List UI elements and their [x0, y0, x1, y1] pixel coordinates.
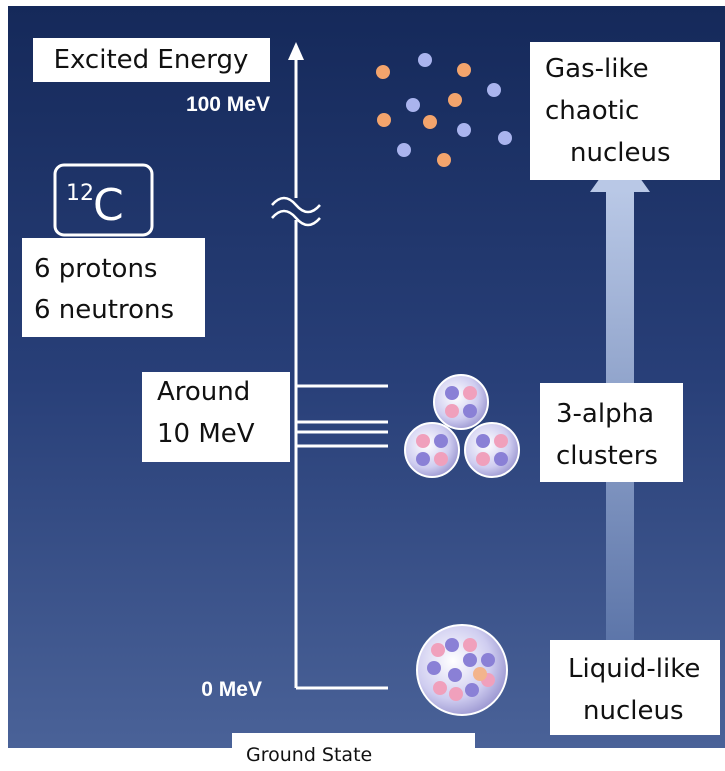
alpha-box — [540, 383, 683, 482]
liquid-line: Liquid-like — [568, 654, 700, 684]
axis-arrowhead — [288, 42, 304, 60]
gas-nucleons — [376, 53, 512, 167]
level-box — [142, 372, 290, 462]
element-box — [53, 163, 154, 237]
element-symbol: C — [93, 180, 124, 231]
liquid-nucleus — [416, 624, 508, 716]
alpha-line: clusters — [556, 441, 658, 471]
gas-box — [530, 42, 720, 180]
bottom-energy: 0 MeV — [201, 678, 262, 701]
top-energy: 100 MeV — [186, 93, 270, 116]
level-line: Around — [157, 377, 250, 407]
liquid-box — [550, 640, 720, 735]
level-line: 10 MeV — [157, 419, 255, 449]
element-mass: 12 — [66, 181, 94, 206]
excited-levels — [296, 384, 388, 448]
composition-line: 6 protons — [34, 254, 157, 284]
excited-box — [33, 38, 270, 82]
gas-line: Gas-like — [545, 54, 649, 84]
alpha-line: 3-alpha — [556, 399, 654, 429]
excited-label: Excited Energy — [54, 45, 249, 75]
liquid-line: nucleus — [583, 696, 684, 726]
alpha-clusters — [404, 374, 520, 478]
composition-line: 6 neutrons — [34, 295, 174, 325]
axis-break — [271, 196, 321, 227]
gas-line: chaotic — [545, 96, 639, 126]
gas-line: nucleus — [570, 138, 671, 168]
composition-box — [22, 238, 205, 337]
ground-box — [232, 733, 475, 771]
ground-label: Ground State — [246, 744, 372, 766]
